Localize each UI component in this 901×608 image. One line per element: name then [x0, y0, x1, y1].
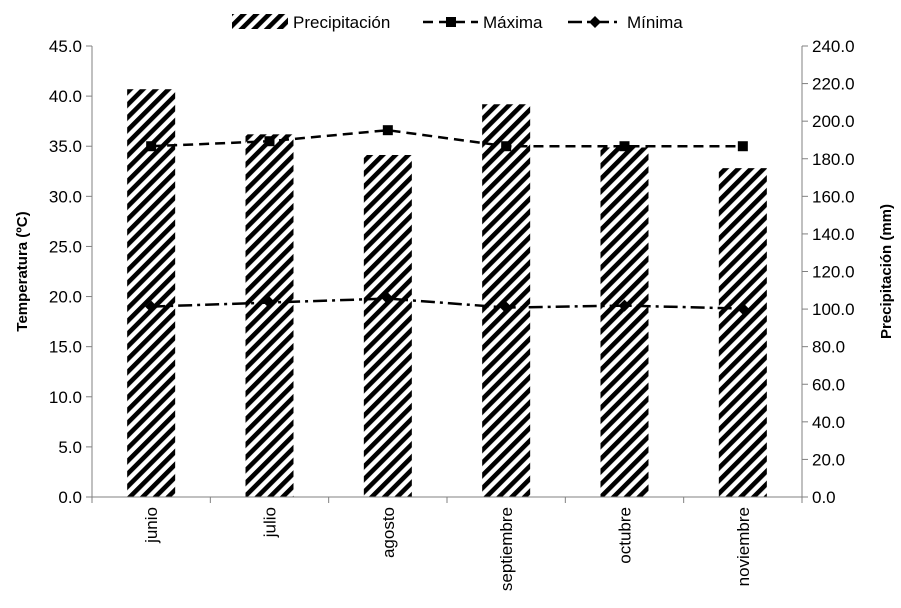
right-tick-label: 120.0 [812, 263, 855, 282]
left-tick-label: 45.0 [49, 37, 82, 56]
right-tick-label: 60.0 [812, 375, 845, 394]
legend-label-min: Mínima [627, 13, 683, 32]
temperature-lines [145, 125, 749, 315]
right-axis-title: Precipitación (mm) [878, 204, 895, 339]
precipitation-bar [245, 134, 294, 497]
max-temp-point [146, 141, 157, 152]
precipitation-bar [363, 154, 412, 497]
right-tick-label: 0.0 [812, 488, 836, 507]
left-axis-title: Temperatura (ºC) [14, 211, 31, 331]
precipitation-bar [482, 104, 531, 498]
precipitation-bar [127, 89, 176, 498]
left-tick-label: 25.0 [49, 237, 82, 256]
min-temp-point [263, 296, 276, 309]
x-tick-label: junio [142, 507, 161, 544]
precipitation-bars [127, 89, 767, 498]
precipitation-bar [600, 147, 649, 497]
max-temp-point [501, 141, 512, 152]
right-tick-label: 140.0 [812, 225, 855, 244]
max-temp-point [264, 136, 275, 147]
left-tick-label: 10.0 [49, 388, 82, 407]
right-tick-label: 20.0 [812, 450, 845, 469]
legend-label-precipitation: Precipitación [293, 13, 390, 32]
legend-swatch-precipitation [232, 14, 288, 29]
left-tick-label: 15.0 [49, 338, 82, 357]
right-tick-label: 220.0 [812, 75, 855, 94]
right-tick-label: 80.0 [812, 338, 845, 357]
max-temp-point [619, 141, 630, 152]
left-tick-label: 30.0 [49, 187, 82, 206]
left-tick-label: 40.0 [49, 87, 82, 106]
precipitation-bar [718, 168, 767, 498]
left-tick-label: 0.0 [58, 488, 82, 507]
x-axis: junio julio agosto septiembre octubre noviemb… [91, 496, 803, 591]
min-temp-line [151, 297, 743, 310]
left-axis: 0.0 5.0 10.0 15.0 20.0 25.0 30.0 35.0 40.0 45.0 Te… [14, 37, 93, 507]
x-tick-label: agosto [379, 507, 398, 558]
right-tick-label: 100.0 [812, 300, 855, 319]
legend: Precipitación Máxima Mínima [232, 13, 683, 32]
legend-marker-max [446, 17, 456, 27]
legend-label-max: Máxima [483, 13, 543, 32]
right-tick-label: 180.0 [812, 150, 855, 169]
min-temp-point [500, 301, 513, 314]
min-temp-point [145, 300, 158, 313]
right-tick-label: 40.0 [812, 413, 845, 432]
left-tick-label: 5.0 [58, 438, 82, 457]
min-temp-point [381, 292, 394, 305]
min-temp-point [736, 302, 749, 315]
x-tick-label: julio [261, 507, 280, 538]
min-temp-point [618, 299, 631, 312]
right-tick-label: 200.0 [812, 112, 855, 131]
x-tick-label: noviembre [734, 507, 753, 586]
right-tick-label: 160.0 [812, 187, 855, 206]
right-axis: 0.0 20.0 40.0 60.0 80.0 100.0 120.0 140.0 160.0 1… [801, 37, 895, 507]
max-temp-line [151, 128, 743, 148]
x-tick-label: septiembre [497, 507, 516, 591]
left-tick-label: 20.0 [49, 288, 82, 307]
x-tick-label: octubre [616, 507, 635, 564]
max-temp-point [737, 141, 748, 152]
left-tick-label: 35.0 [49, 137, 82, 156]
max-temp-point [382, 125, 393, 136]
right-tick-label: 240.0 [812, 37, 855, 56]
legend-marker-min [589, 16, 601, 28]
